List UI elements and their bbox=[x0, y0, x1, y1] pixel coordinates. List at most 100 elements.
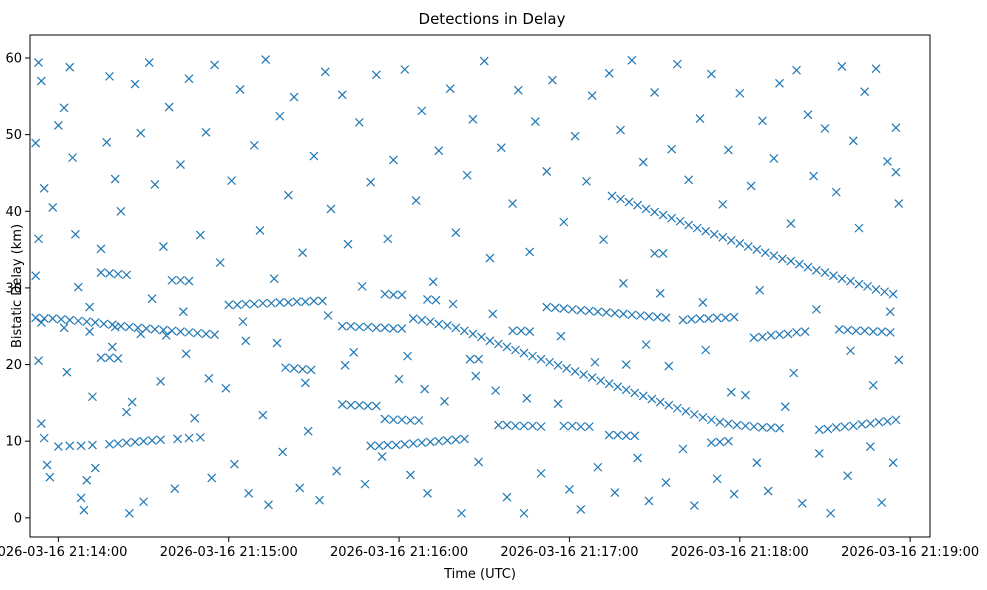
data-point bbox=[303, 426, 313, 436]
data-point bbox=[383, 234, 393, 244]
data-point bbox=[295, 483, 305, 493]
data-point bbox=[258, 410, 268, 420]
data-point bbox=[144, 58, 154, 68]
data-point bbox=[371, 70, 381, 80]
data-point bbox=[264, 500, 273, 510]
data-point bbox=[224, 300, 234, 310]
data-point bbox=[502, 342, 512, 352]
data-point bbox=[698, 413, 708, 422]
data-point bbox=[653, 312, 662, 322]
data-point bbox=[249, 299, 259, 309]
data-point bbox=[201, 329, 211, 339]
data-point bbox=[775, 330, 784, 340]
data-point bbox=[823, 424, 833, 434]
data-point bbox=[36, 419, 46, 428]
data-point bbox=[809, 171, 819, 181]
data-point bbox=[170, 484, 180, 494]
data-point bbox=[423, 488, 432, 498]
data-point bbox=[423, 294, 432, 304]
data-point bbox=[667, 213, 677, 223]
data-point bbox=[474, 457, 484, 467]
data-point bbox=[695, 114, 705, 123]
data-point bbox=[357, 281, 367, 291]
data-point bbox=[732, 420, 742, 430]
data-point bbox=[408, 439, 418, 448]
data-point bbox=[82, 317, 92, 327]
data-point bbox=[741, 390, 750, 400]
data-point bbox=[536, 422, 546, 432]
data-point bbox=[863, 281, 872, 291]
data-point bbox=[229, 459, 239, 469]
data-point bbox=[406, 470, 415, 480]
data-point bbox=[289, 363, 299, 373]
data-point bbox=[417, 315, 427, 325]
data-point bbox=[494, 420, 503, 430]
data-point bbox=[354, 117, 364, 127]
data-point bbox=[442, 321, 452, 330]
data-point bbox=[300, 297, 310, 307]
data-point bbox=[741, 421, 750, 431]
data-point bbox=[786, 219, 796, 228]
data-point bbox=[545, 357, 554, 367]
data-point bbox=[227, 176, 237, 186]
data-point bbox=[536, 468, 546, 478]
data-point bbox=[891, 123, 901, 133]
data-point bbox=[298, 248, 307, 258]
data-point bbox=[766, 422, 776, 432]
data-point bbox=[167, 275, 177, 285]
data-point bbox=[414, 416, 424, 425]
data-point bbox=[275, 111, 285, 121]
data-point bbox=[388, 415, 398, 425]
data-point bbox=[746, 181, 756, 191]
data-point bbox=[891, 415, 901, 425]
data-point bbox=[650, 249, 660, 258]
data-point bbox=[190, 413, 200, 423]
data-point bbox=[675, 216, 685, 226]
data-point bbox=[337, 90, 347, 100]
data-point bbox=[860, 326, 870, 336]
data-point bbox=[204, 373, 214, 383]
data-points bbox=[31, 55, 904, 518]
data-point bbox=[664, 361, 674, 371]
data-point bbox=[320, 67, 330, 77]
data-point bbox=[85, 302, 95, 312]
data-point bbox=[766, 331, 776, 340]
data-point bbox=[249, 140, 259, 150]
data-point bbox=[607, 191, 617, 201]
data-point bbox=[829, 271, 838, 281]
data-point bbox=[71, 229, 80, 239]
data-point bbox=[621, 360, 631, 369]
data-point bbox=[638, 391, 648, 401]
data-point bbox=[90, 317, 100, 327]
data-point bbox=[715, 437, 725, 447]
data-point bbox=[525, 247, 535, 257]
data-point bbox=[167, 326, 177, 336]
data-point bbox=[885, 327, 895, 337]
data-point bbox=[655, 397, 665, 407]
data-point bbox=[758, 332, 767, 342]
data-point bbox=[451, 323, 461, 333]
data-point bbox=[729, 489, 739, 499]
data-point bbox=[221, 383, 231, 393]
data-point bbox=[559, 304, 569, 314]
data-point bbox=[655, 288, 665, 298]
data-point bbox=[36, 76, 46, 86]
data-point bbox=[692, 223, 702, 233]
data-point bbox=[508, 326, 518, 336]
data-point bbox=[127, 397, 137, 407]
data-point bbox=[318, 296, 327, 306]
data-point bbox=[882, 157, 892, 166]
data-point bbox=[428, 277, 438, 287]
data-point bbox=[459, 434, 469, 444]
data-point bbox=[105, 268, 114, 278]
data-point bbox=[363, 322, 373, 332]
data-point bbox=[102, 137, 112, 147]
data-point bbox=[812, 304, 821, 314]
data-point bbox=[278, 447, 288, 457]
data-point bbox=[184, 276, 194, 286]
data-point bbox=[789, 368, 799, 378]
data-point bbox=[854, 223, 864, 233]
data-point bbox=[394, 374, 404, 384]
data-point bbox=[820, 124, 830, 133]
data-point bbox=[31, 313, 41, 323]
